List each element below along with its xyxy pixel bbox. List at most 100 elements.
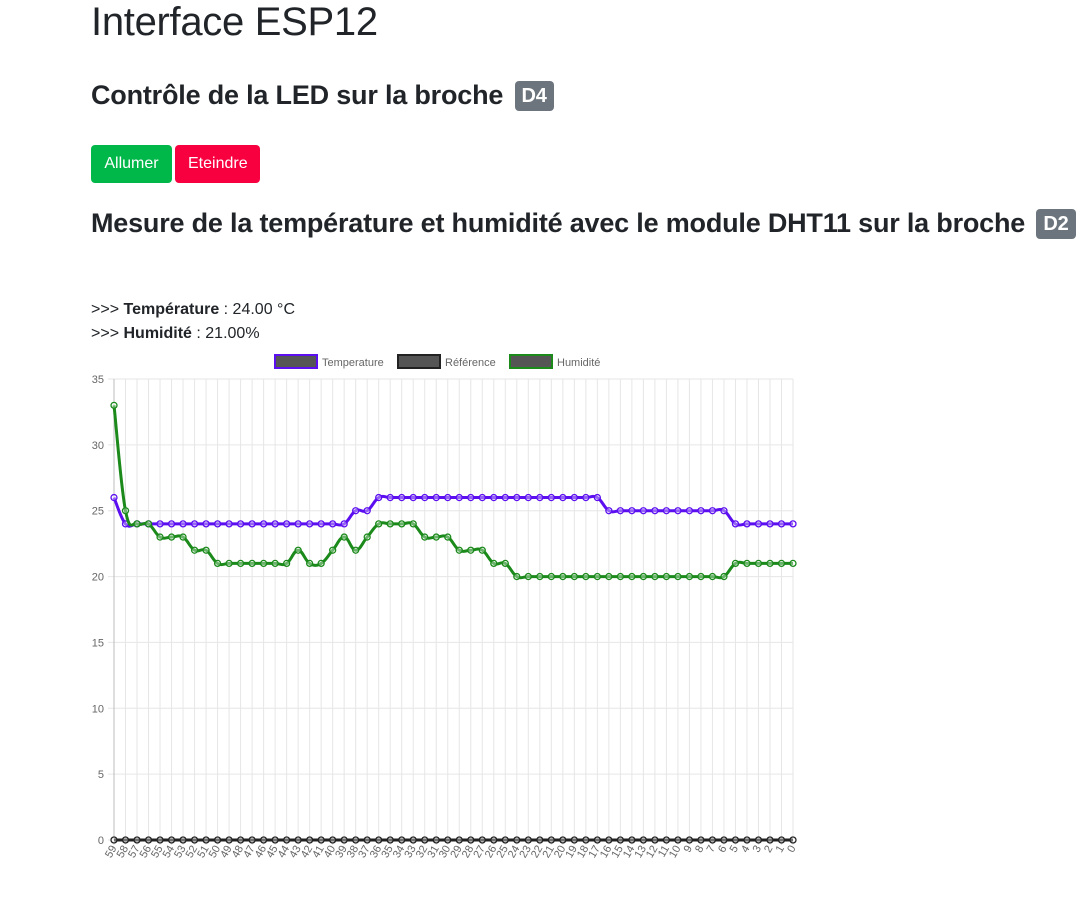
series-point (674, 572, 682, 581)
x-tick-label: 40 (322, 844, 339, 861)
series-point (202, 520, 210, 528)
series-point (582, 572, 590, 581)
series-point (190, 520, 199, 528)
series-point (501, 559, 509, 568)
series-point (766, 559, 774, 568)
series-point (616, 572, 625, 581)
series-point (467, 836, 475, 844)
series-point (156, 520, 164, 528)
series-point (777, 559, 786, 568)
series-point (444, 836, 452, 844)
series-point (329, 520, 337, 528)
series-point (202, 546, 210, 554)
series-point (513, 836, 521, 844)
x-tick-label: 1 (774, 844, 787, 855)
series-point (605, 572, 613, 581)
series-point (582, 836, 590, 844)
series-point (559, 572, 567, 581)
series-point (639, 836, 648, 844)
x-tick-label: 57 (126, 844, 143, 861)
series-point (144, 836, 153, 844)
y-tick-label: 15 (92, 637, 104, 649)
series-point (651, 836, 659, 844)
series-point (156, 836, 164, 844)
x-tick-label: 56 (138, 844, 155, 861)
legend-label: Référence (445, 357, 496, 369)
series-point (731, 520, 740, 528)
series-point (213, 520, 222, 528)
x-tick-label: 21 (540, 844, 557, 861)
series-point (536, 493, 544, 502)
series-point (317, 559, 325, 568)
x-tick-label: 39 (333, 844, 350, 861)
turn-on-button[interactable]: Allumer (91, 145, 172, 183)
series-point (190, 546, 199, 554)
series-point (167, 533, 176, 541)
series-line (112, 494, 793, 528)
series-point (133, 520, 141, 528)
series-point (225, 520, 233, 528)
series-point (593, 836, 602, 844)
series-point (651, 572, 659, 581)
x-tick-label: 37 (356, 844, 373, 861)
series-point (213, 559, 222, 568)
series-point (317, 520, 325, 528)
legend-swatch (274, 354, 318, 369)
series-point (789, 520, 797, 528)
series-point (662, 507, 671, 515)
series-point (536, 836, 544, 844)
series-point (236, 559, 245, 568)
series-point (570, 836, 578, 844)
dht-pin-badge: D2 (1036, 209, 1076, 239)
series-point (329, 836, 337, 844)
x-tick-label: 55 (149, 844, 166, 861)
series-point (593, 572, 602, 581)
series-point (432, 836, 440, 844)
series-point (236, 836, 245, 844)
legend-label: Temperature (322, 357, 384, 369)
series-point (789, 836, 797, 844)
series-point (167, 836, 176, 844)
x-tick-label: 59 (103, 844, 120, 861)
series-point (271, 520, 279, 528)
x-tick-label: 20 (552, 844, 569, 861)
series-point (766, 836, 774, 844)
series-point (375, 836, 383, 844)
series-point (674, 836, 682, 844)
series-point (547, 493, 555, 502)
series-point (398, 836, 406, 844)
y-tick-label: 35 (92, 374, 104, 386)
series-point (352, 546, 360, 554)
series-point (225, 836, 233, 844)
x-tick-label: 17 (586, 844, 603, 861)
series-point (777, 520, 786, 528)
series-point (766, 520, 774, 528)
series-point (386, 520, 394, 528)
series-point (375, 520, 383, 528)
series-point (524, 836, 532, 844)
x-tick-label: 16 (598, 844, 615, 861)
turn-off-button[interactable]: Eteindre (175, 145, 260, 183)
series-point (513, 493, 521, 502)
series-point (444, 493, 452, 502)
x-tick-label: 32 (414, 844, 431, 861)
series-point (363, 533, 371, 541)
x-tick-label: 19 (563, 844, 580, 861)
x-tick-label: 11 (656, 844, 672, 860)
series-point (685, 507, 694, 515)
series-point (754, 836, 763, 844)
series-point (697, 836, 705, 844)
temperature-value: : 24.00 °C (219, 301, 295, 318)
x-tick-label: 36 (368, 844, 385, 861)
series-point (490, 493, 498, 502)
x-tick-label: 6 (716, 844, 729, 855)
series-point (305, 520, 314, 528)
x-tick-label: 27 (471, 844, 488, 861)
x-tick-label: 28 (460, 844, 477, 861)
series-point (789, 559, 797, 568)
humidity-prefix: >>> (91, 325, 124, 342)
legend-swatch (397, 354, 441, 369)
series-point (743, 836, 751, 844)
series-point (271, 836, 279, 844)
